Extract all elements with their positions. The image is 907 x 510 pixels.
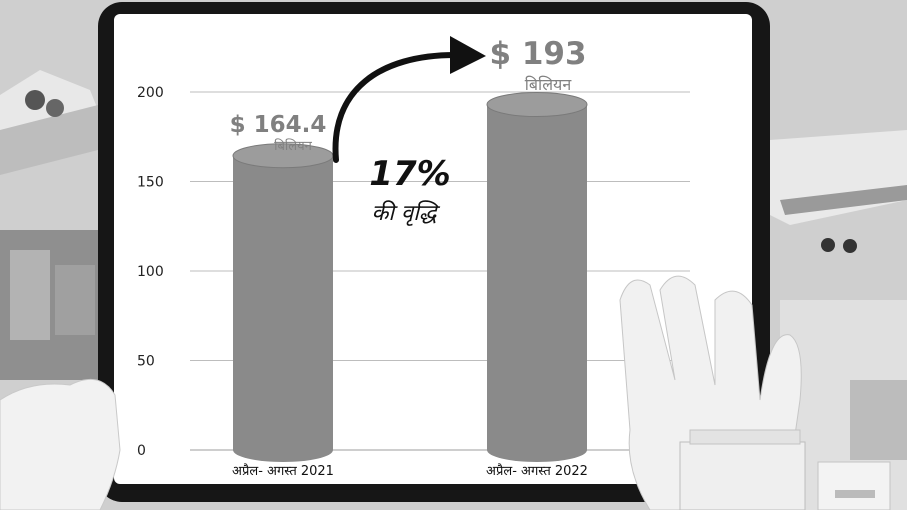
y-tick-label: 0 — [137, 443, 146, 459]
y-tick-label: 50 — [137, 354, 155, 370]
airplane-left-icon — [0, 70, 110, 175]
y-tick-label: 200 — [137, 85, 164, 101]
growth-annotation: 17% की वृद्धि — [332, 36, 486, 226]
x-axis: अप्रैल- अगस्त 2021 अप्रैल- अगस्त 2022 — [232, 463, 588, 479]
y-tick-label: 150 — [137, 175, 164, 191]
value-label: $ 193 — [489, 36, 586, 72]
growth-text: की वृद्धि — [371, 200, 441, 226]
value-label: $ 164.4 — [230, 112, 327, 138]
bar — [232, 143, 334, 462]
bar — [486, 92, 588, 462]
y-axis: 0 50 100 150 200 — [137, 85, 164, 459]
growth-arrow-icon — [332, 52, 458, 163]
bar-top — [486, 92, 588, 118]
arrowhead-icon — [450, 36, 486, 74]
value-unit: बिलियन — [274, 138, 313, 154]
left-hand-icon — [0, 378, 121, 510]
cargo-boxes-left — [0, 230, 100, 380]
y-tick-label: 100 — [137, 264, 164, 280]
x-tick-label: अप्रैल- अगस्त 2022 — [486, 463, 588, 479]
bar-body — [233, 155, 333, 450]
value-unit: बिलियन — [525, 75, 573, 94]
chart-bars — [232, 92, 588, 462]
parcel-boxes — [679, 429, 891, 510]
growth-percent: 17% — [369, 154, 450, 194]
bar-base — [233, 438, 333, 462]
x-tick-label: अप्रैल- अगस्त 2021 — [232, 463, 334, 479]
bar-body — [487, 104, 587, 450]
bar-base — [487, 438, 587, 462]
airplane-right-icon — [770, 130, 907, 253]
